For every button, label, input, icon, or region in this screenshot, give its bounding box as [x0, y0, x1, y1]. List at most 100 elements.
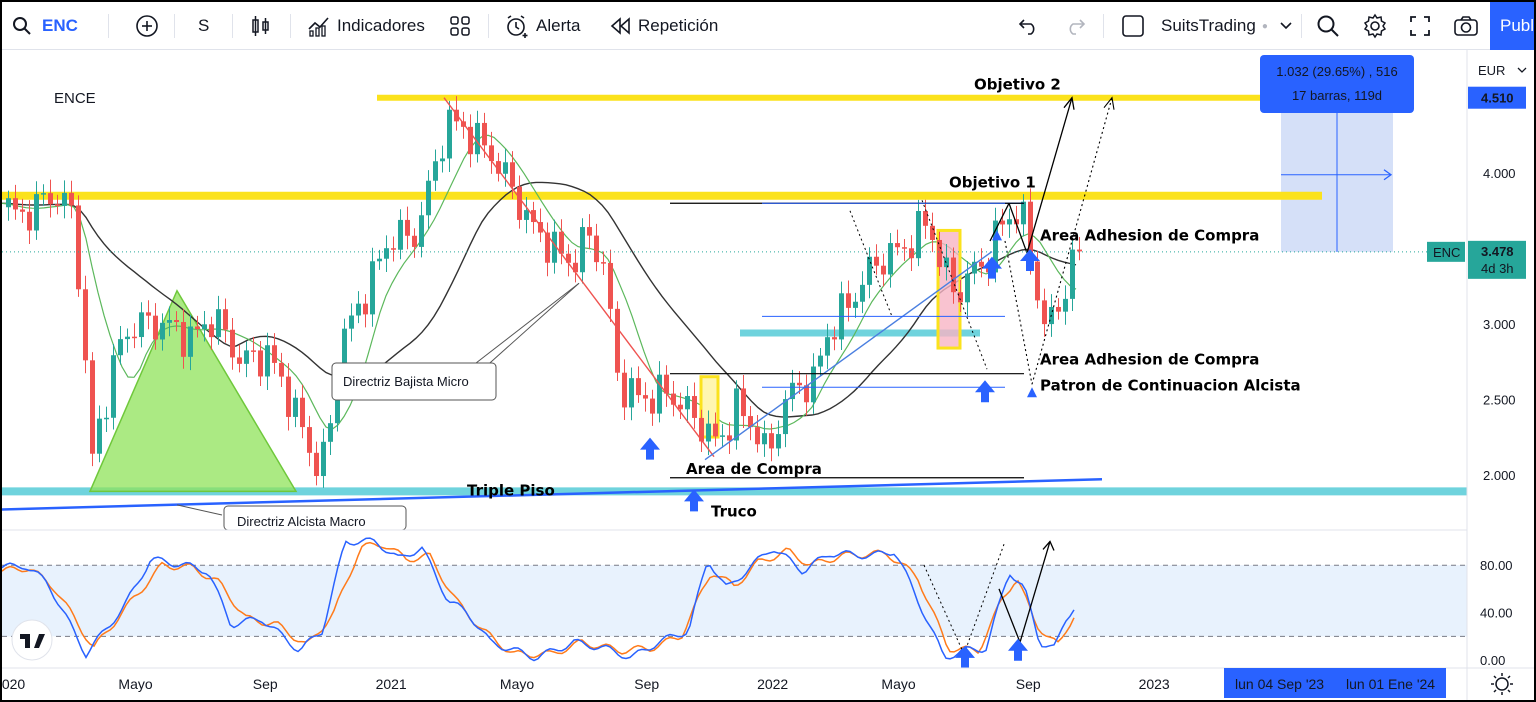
top-toolbar: ENC S Indicadores	[2, 2, 1534, 50]
candle-body	[125, 336, 130, 340]
candle-body	[48, 193, 53, 205]
alarm-clock-icon	[504, 13, 530, 39]
date-tick-label: 2021	[376, 676, 407, 692]
candle-body	[881, 265, 886, 275]
time-settings-button[interactable]	[1491, 673, 1513, 695]
symbol-search[interactable]: ENC	[12, 2, 78, 50]
buy-arrow	[1020, 249, 1040, 272]
rewind-icon	[610, 17, 632, 35]
candle-body	[867, 256, 872, 285]
candle-body	[265, 345, 270, 377]
candle-body	[671, 393, 676, 405]
candle-body	[391, 248, 396, 250]
signal-arrows	[640, 230, 1040, 512]
tradingview-logo[interactable]	[11, 619, 53, 661]
stochastic-tick-label: 80.00	[1480, 558, 1513, 573]
measure-crosshair	[1281, 99, 1393, 252]
candle-body	[692, 396, 697, 418]
divider	[488, 14, 489, 38]
candle-body	[846, 293, 851, 308]
templates-button[interactable]	[449, 2, 471, 50]
indicators-label: Indicadores	[337, 16, 425, 35]
buy-arrow	[982, 256, 1002, 279]
candle-body	[825, 337, 830, 356]
price-tick-label: 2.500	[1483, 392, 1516, 407]
candle-body	[384, 248, 389, 259]
divider	[232, 14, 233, 38]
settings-button[interactable]	[1362, 2, 1388, 50]
candle-body	[489, 145, 494, 162]
indicators-button[interactable]: Indicadores	[307, 2, 425, 50]
plus-circle-icon	[135, 14, 159, 38]
replay-button[interactable]: Repetición	[610, 2, 718, 50]
candle-body	[587, 227, 592, 236]
candle-body	[944, 257, 949, 268]
candle-body	[62, 192, 67, 206]
undo-icon	[1018, 16, 1040, 36]
triple-piso-label: Triple Piso	[467, 481, 555, 499]
undo-button[interactable]	[1018, 2, 1040, 50]
symbol-badge-label: ENC	[1433, 245, 1460, 260]
date-tick-label: Mayo	[881, 676, 915, 692]
target-price-label: 4.510	[1481, 91, 1514, 106]
candle-body	[69, 192, 74, 206]
currency-label[interactable]: EUR	[1478, 63, 1505, 78]
candle-body	[685, 396, 690, 410]
candle-body	[237, 357, 242, 364]
compare-button[interactable]	[135, 2, 159, 50]
candle-body	[216, 309, 221, 338]
candle-body	[993, 220, 998, 273]
candle-body	[965, 273, 970, 303]
micro-bullish-trendline	[704, 250, 993, 461]
date-tick-label: Sep	[1016, 676, 1041, 692]
candle-body	[797, 382, 802, 386]
layout-button[interactable]: SuitsTrading ●	[1121, 2, 1292, 50]
candle-body	[909, 248, 914, 259]
candle-body	[811, 366, 816, 403]
time-axis[interactable]: 2020MayoSep2021MayoSep2022MayoSep2023May…	[2, 667, 1534, 698]
price-tick-label: 3.000	[1483, 317, 1516, 332]
candle-body	[601, 262, 606, 264]
redo-button[interactable]	[1064, 2, 1086, 50]
candle-body	[13, 198, 18, 210]
candle-body	[335, 380, 340, 424]
candle-body	[1028, 201, 1033, 262]
layout-square-icon	[1121, 14, 1145, 38]
replay-label: Repetición	[638, 16, 719, 35]
candle-body	[195, 326, 200, 330]
candle-body	[132, 336, 137, 339]
price-scale[interactable]: EUR 4.510 3.478 4d 3h ENC	[2, 50, 1527, 702]
last-price-badge	[1468, 240, 1526, 279]
alert-label: Alerta	[536, 16, 581, 35]
interval-button[interactable]: S	[198, 16, 210, 35]
candle-body	[517, 186, 522, 220]
candle-body	[41, 193, 46, 195]
directriz-alcista-label: Directriz Alcista Macro	[237, 514, 366, 529]
candle-body	[181, 322, 186, 357]
candle-body	[783, 399, 788, 435]
stoch-solid-up	[1019, 541, 1051, 643]
candle-body	[293, 397, 298, 417]
fullscreen-button[interactable]	[1409, 2, 1431, 50]
candle-body	[895, 243, 900, 248]
candle-body	[419, 215, 424, 247]
candle-body	[706, 423, 711, 442]
candle-body	[916, 211, 921, 259]
indicators-icon	[307, 15, 331, 37]
date-tick-label: 2023	[1139, 676, 1170, 692]
date-ticks: 2020MayoSep2021MayoSep2022MayoSep2023May…	[2, 676, 1297, 692]
candle-body	[636, 378, 641, 396]
quick-search-button[interactable]	[1316, 2, 1340, 50]
candle-body	[188, 326, 193, 357]
buy-arrow	[684, 489, 704, 512]
candle-body	[174, 320, 179, 323]
search-icon	[12, 16, 32, 36]
publish-button[interactable]: Publicar	[1490, 2, 1534, 50]
alert-button[interactable]: Alerta	[504, 2, 580, 50]
snapshot-button[interactable]	[1453, 2, 1479, 50]
candle-body	[853, 301, 858, 308]
candle-body	[223, 309, 228, 330]
chart-type-button[interactable]	[251, 2, 271, 50]
candle-body	[300, 397, 305, 428]
